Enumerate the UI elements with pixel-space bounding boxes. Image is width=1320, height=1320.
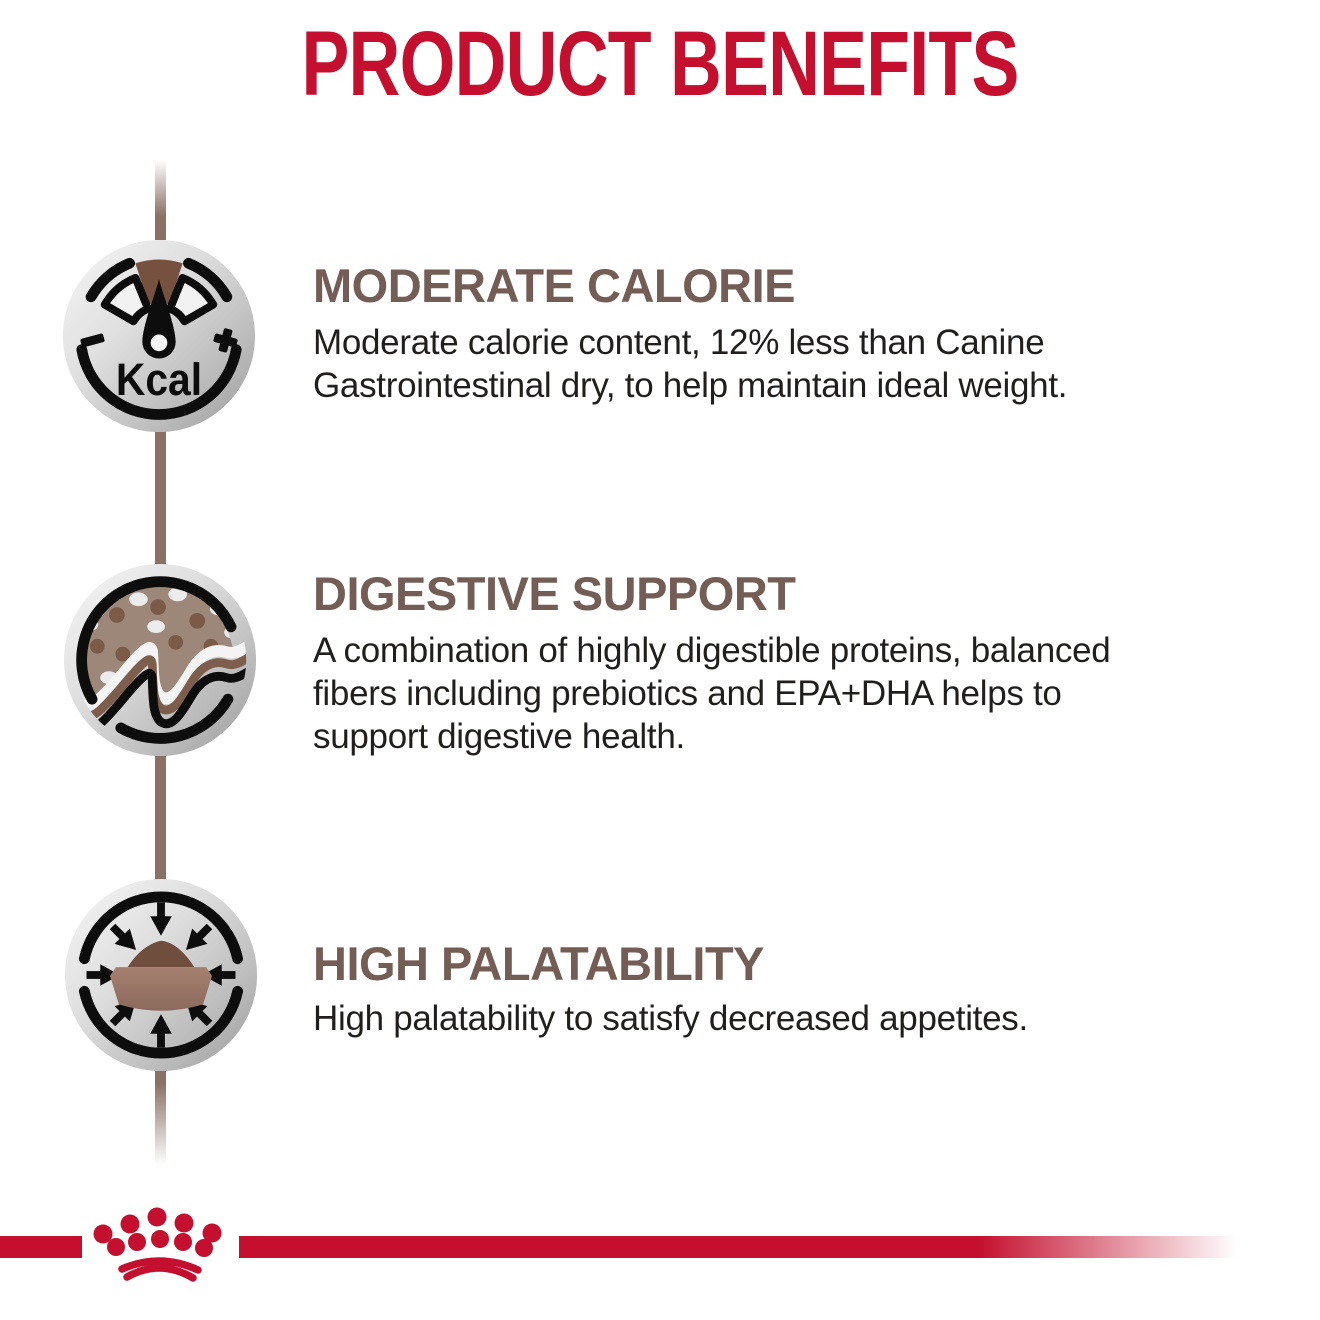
timeline-segment-2 [155, 748, 166, 888]
kcal-gauge-icon: Kcal [61, 238, 257, 434]
benefit-3-heading: HIGH PALATABILITY [313, 937, 765, 990]
gauge-plus-sign [213, 328, 238, 353]
benefit-1-heading: MODERATE CALORIE [313, 259, 796, 312]
footer-bar-left [0, 1236, 82, 1258]
gauge-minus-sign [80, 333, 105, 348]
benefit-2-heading: DIGESTIVE SUPPORT [313, 567, 796, 620]
page-title: PRODUCT BENEFITS [301, 13, 1019, 115]
timeline-segment-bottom [155, 1063, 166, 1165]
benefit-2-body: A combination of highly digestible prote… [313, 631, 1111, 756]
royal-canin-crown-logo [90, 1206, 230, 1291]
timeline-segment-top [155, 160, 166, 240]
benefit-1-body: Moderate calorie content, 12% less than … [313, 323, 1068, 405]
digestive-intestine-icon [62, 562, 258, 758]
gauge-kcal-label: Kcal [116, 354, 202, 405]
timeline-segment-1 [155, 425, 166, 570]
benefit-3-body: High palatability to satisfy decreased a… [313, 999, 1028, 1038]
footer-bar-right [239, 1236, 1237, 1258]
palatability-bowl-icon [63, 877, 259, 1073]
